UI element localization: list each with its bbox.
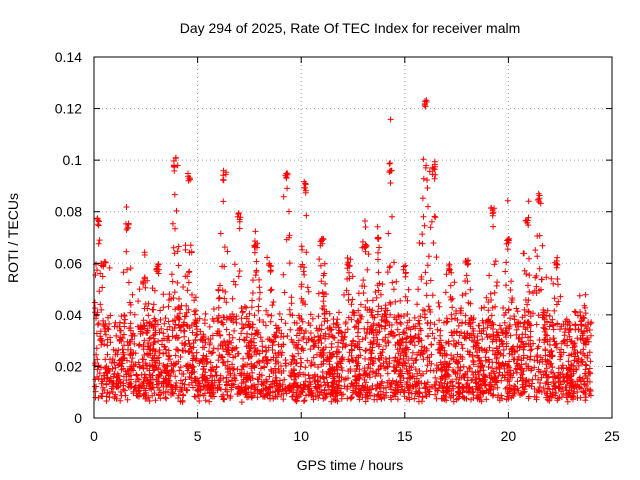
y-tick-label: 0.02 xyxy=(55,358,82,374)
y-tick-label: 0.12 xyxy=(55,101,82,117)
x-tick-label: 10 xyxy=(293,428,309,444)
y-tick-label: 0.06 xyxy=(55,255,82,271)
data-points xyxy=(91,97,595,406)
plot-frame xyxy=(93,56,613,419)
y-axis-label: ROTI / TECUs xyxy=(5,193,21,283)
x-tick-label: 15 xyxy=(397,428,413,444)
x-tick-label: 0 xyxy=(90,428,98,444)
x-tick-label: 20 xyxy=(501,428,517,444)
x-tick-label: 5 xyxy=(194,428,202,444)
y-tick-label: 0 xyxy=(74,410,82,426)
roti-point-markers xyxy=(91,97,595,406)
y-tick-label: 0.1 xyxy=(63,152,83,168)
y-tick-label: 0.14 xyxy=(55,49,82,65)
y-tick-label: 0.04 xyxy=(55,307,82,323)
x-axis-label: GPS time / hours xyxy=(297,457,404,473)
x-tick-label: 25 xyxy=(604,428,620,444)
y-tick-label: 0.08 xyxy=(55,204,82,220)
axis-ticks: 0 5 10 15 20 25 0 0.02 0.04 0.06 0.08 0.1 0.12 0.14 xyxy=(55,49,620,444)
chart-title: Day 294 of 2025, Rate Of TEC Index for r… xyxy=(180,20,521,36)
